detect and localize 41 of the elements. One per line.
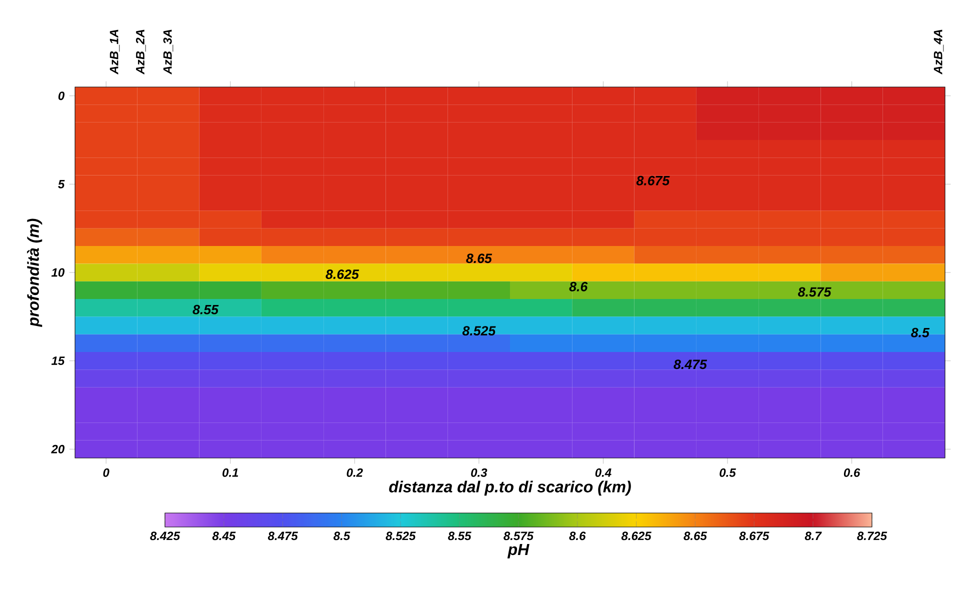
y-tick-label: 5 [58, 180, 65, 188]
color-bar-label: 8.425 [150, 532, 180, 540]
color-bar-label: 8.7 [804, 532, 822, 540]
annotation: 8.575 [798, 287, 832, 297]
text: AzB_1A [110, 30, 120, 75]
color-bar-label: 8.65 [684, 532, 708, 540]
y-tick-label: 0 [58, 92, 64, 100]
x-tick-label: 0.1 [222, 468, 238, 477]
annotation: 8.675 [636, 176, 670, 186]
annotation: 8.65 [466, 254, 492, 264]
color-bar-label: 8.6 [569, 532, 586, 540]
x-tick-label: 0.2 [346, 468, 363, 477]
color-bar-label: 8.625 [621, 532, 652, 540]
annotation: 8.6 [569, 282, 588, 292]
x-tick-label: 0.4 [595, 468, 612, 477]
x-tick-label: 0 [103, 468, 110, 477]
color-bar-label: 8.675 [739, 532, 770, 540]
x-axis-title: distanza dal p.to di scarico (km) [389, 480, 631, 496]
color-bar-label: 8.45 [212, 532, 236, 540]
text: AzB_3A [163, 30, 174, 75]
y-tick-label: 10 [51, 268, 64, 277]
color-bar-label: 8.5 [334, 532, 350, 540]
text: AzB_2A [136, 30, 146, 75]
y-tick-label: 20 [51, 444, 64, 454]
x-tick-label: 0.5 [720, 468, 736, 477]
color-bar-label: 8.475 [268, 532, 298, 540]
color-bar-label: 8.525 [386, 532, 416, 540]
annotation: 8.5 [911, 328, 930, 338]
color-bar-label: 8.575 [504, 532, 534, 540]
y-axis-title: profondità (m) [27, 218, 42, 328]
color-bar-title: pH [507, 544, 530, 558]
color-bar-label: 8.725 [857, 532, 888, 540]
y-tick-label: 15 [51, 356, 65, 366]
x-tick-label: 0.6 [844, 468, 860, 477]
x-tick-label: 0.3 [471, 468, 488, 477]
color-bar-label: 8.55 [448, 532, 472, 540]
annotation: 8.475 [674, 360, 708, 370]
text: AzB_4A [934, 30, 944, 75]
annotation: 8.525 [462, 326, 496, 336]
annotation: 8.55 [192, 304, 219, 314]
annotation: 8.625 [326, 270, 360, 279]
